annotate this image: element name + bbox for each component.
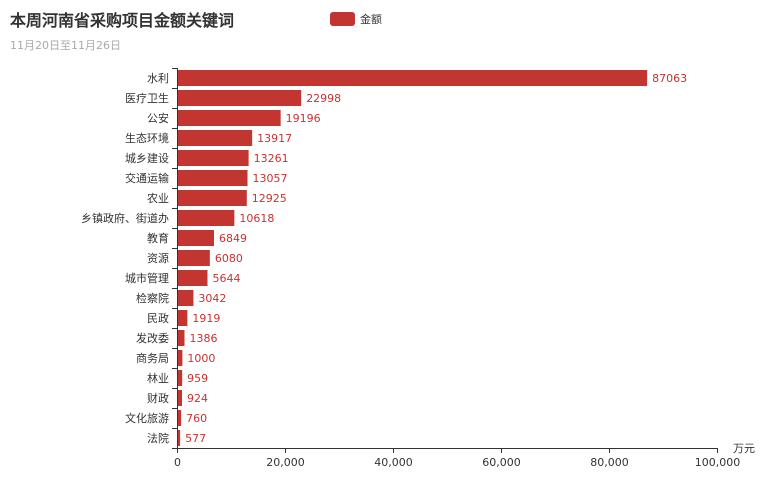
chart-title: 本周河南省采购项目金额关键词 (10, 11, 234, 30)
bar[interactable] (178, 110, 281, 126)
bar[interactable] (178, 410, 182, 426)
category-label: 民政 (147, 311, 169, 325)
bar-value-label: 6080 (215, 252, 243, 265)
value-tick-label: 20,000 (266, 456, 305, 469)
bar[interactable] (178, 270, 208, 286)
bar-value-label: 87063 (652, 72, 687, 85)
bar[interactable] (178, 90, 302, 106)
bar-value-label: 22998 (306, 92, 341, 105)
value-tick-label: 40,000 (374, 456, 413, 469)
category-label: 检察院 (136, 291, 169, 305)
bar[interactable] (178, 170, 248, 186)
bar-value-label: 13261 (254, 152, 289, 165)
bar[interactable] (178, 390, 182, 406)
chart-subtitle: 11月20日至11月26日 (10, 39, 121, 52)
category-axis: 水利医疗卫生公安生态环境城乡建设交通运输农业乡镇政府、街道办教育资源城市管理检察… (81, 68, 178, 449)
bar-value-label: 577 (185, 432, 206, 445)
bar-value-label: 1386 (189, 332, 217, 345)
category-label: 发改委 (136, 331, 169, 345)
category-label: 交通运输 (125, 171, 169, 185)
bar[interactable] (178, 210, 235, 226)
category-label: 文化旅游 (125, 411, 169, 425)
bar-value-label: 760 (186, 412, 207, 425)
bar-value-label: 6849 (219, 232, 247, 245)
value-tick-label: 60,000 (482, 456, 521, 469)
x-axis-unit: 万元 (733, 442, 755, 455)
category-label: 商务局 (136, 351, 169, 365)
bar[interactable] (178, 230, 214, 246)
category-label: 水利 (147, 72, 169, 85)
category-label: 生态环境 (125, 131, 169, 145)
bar[interactable] (178, 370, 183, 386)
value-tick-label: 80,000 (590, 456, 629, 469)
bar-value-label: 1000 (187, 352, 215, 365)
bar[interactable] (178, 350, 183, 366)
bar-value-label: 959 (187, 372, 208, 385)
bar-value-label: 3042 (198, 292, 226, 305)
bar-value-label: 19196 (286, 112, 321, 125)
bar[interactable] (178, 130, 253, 146)
bar-value-label: 924 (187, 392, 208, 405)
bar[interactable] (178, 150, 249, 166)
category-label: 乡镇政府、街道办 (81, 211, 169, 225)
bar-value-label: 13057 (253, 172, 288, 185)
bar-value-label: 13917 (257, 132, 292, 145)
category-label: 医疗卫生 (125, 91, 169, 105)
category-label: 财政 (147, 391, 169, 405)
legend-label[interactable]: 金额 (360, 12, 382, 26)
bar[interactable] (178, 330, 185, 346)
bar[interactable] (178, 70, 648, 86)
category-label: 农业 (147, 191, 169, 205)
bar[interactable] (178, 290, 194, 306)
category-label: 教育 (147, 231, 169, 245)
category-label: 法院 (147, 431, 169, 445)
bar[interactable] (178, 430, 181, 446)
category-label: 城乡建设 (125, 151, 169, 165)
bar[interactable] (178, 190, 247, 206)
bar-value-label: 10618 (239, 212, 274, 225)
category-label: 城市管理 (125, 271, 169, 285)
bar[interactable] (178, 250, 210, 266)
bar-value-label: 5644 (212, 272, 240, 285)
legend-swatch[interactable] (330, 12, 355, 26)
bar-value-label: 12925 (252, 192, 287, 205)
bar[interactable] (178, 310, 188, 326)
bar-value-label: 1919 (192, 312, 220, 325)
value-tick-label: 100,000 (695, 456, 741, 469)
category-label: 林业 (147, 371, 169, 385)
legend[interactable]: 金额 (330, 12, 382, 26)
value-tick-label: 0 (174, 456, 181, 469)
category-label: 公安 (147, 111, 169, 125)
category-label: 资源 (147, 251, 169, 265)
value-axis: 0 20,000 40,000 60,000 80,000 100,000 (174, 448, 740, 469)
bars-group: 87063 22998 19196 13917 13261 13057 12925 10618… (178, 70, 687, 446)
